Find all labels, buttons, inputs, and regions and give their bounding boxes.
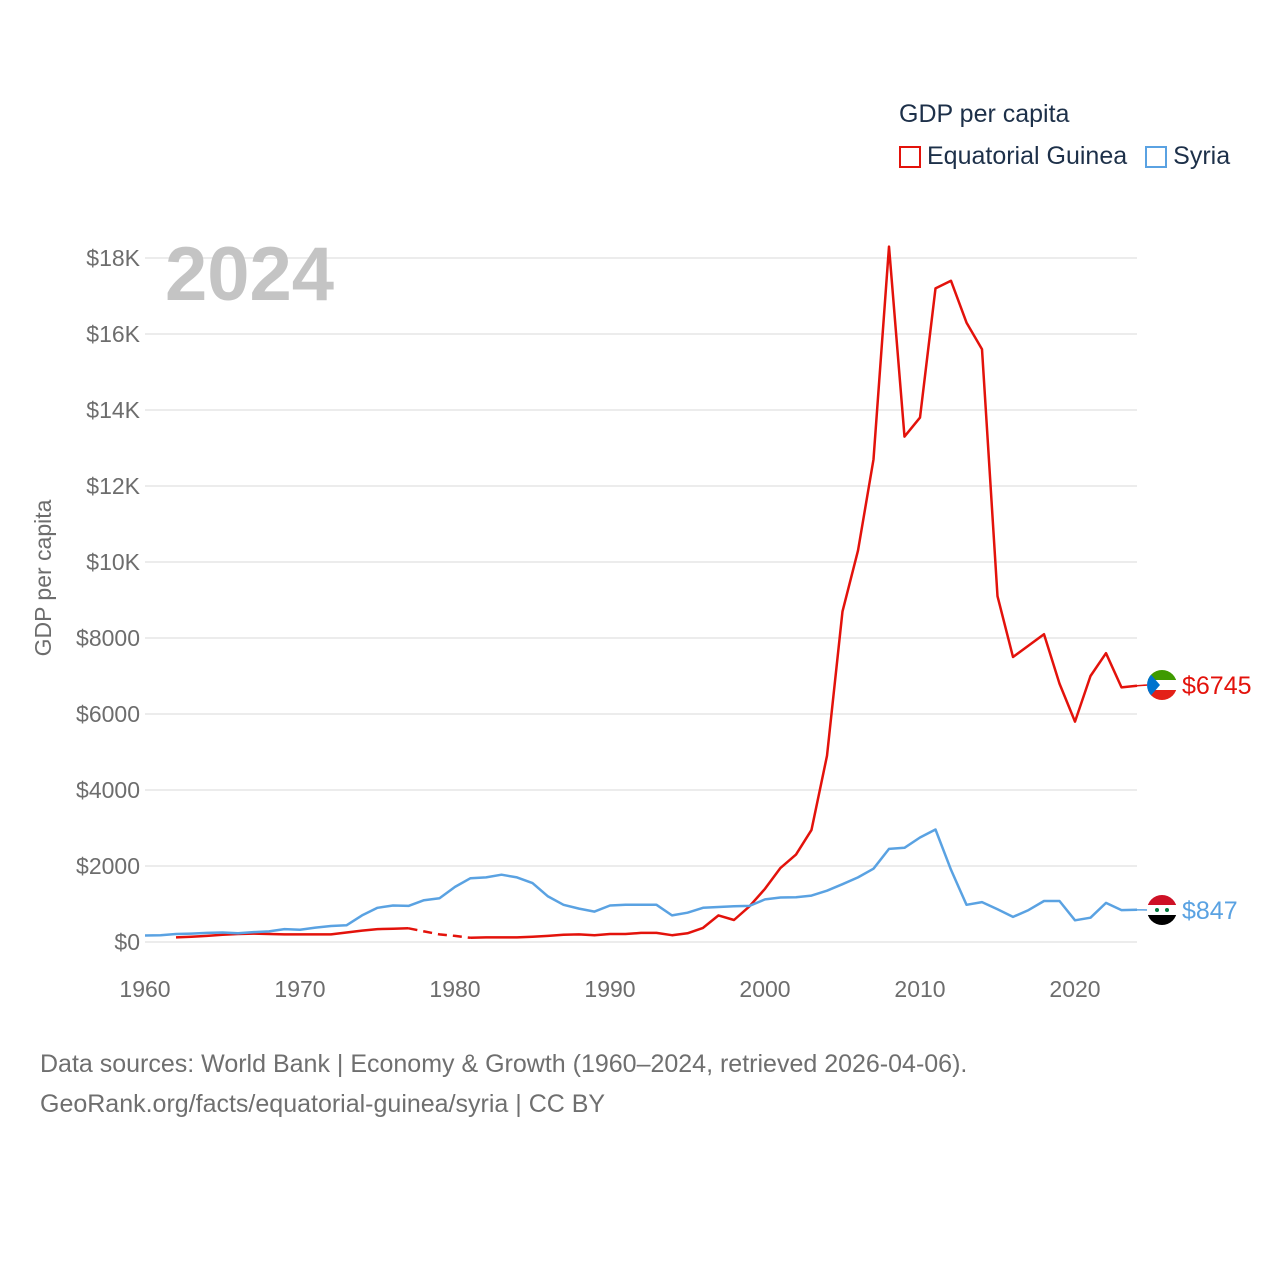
x-tick-label: 1980: [429, 976, 480, 1002]
legend-item-syria[interactable]: Syria: [1145, 142, 1230, 171]
series-lines: [144, 245, 1138, 940]
x-tick-label: 2020: [1049, 976, 1100, 1002]
footer: Data sources: World Bank | Economy & Gro…: [40, 1044, 967, 1124]
year-label: 2024: [165, 232, 334, 317]
syria-flag-icon: [1147, 895, 1177, 925]
y-axis-label: GDP per capita: [30, 499, 56, 656]
legend-label: Equatorial Guinea: [927, 142, 1128, 170]
end-connector: [1136, 684, 1149, 687]
y-tick-label: $18K: [86, 245, 140, 271]
y-tick-label: $6000: [76, 701, 140, 727]
legend-swatch-equatorial-guinea: [899, 145, 921, 168]
legend-swatch-syria: [1145, 145, 1168, 168]
x-tick-label: 1970: [274, 976, 325, 1002]
end-value-label: $847: [1182, 897, 1238, 925]
x-tick-label: 2000: [739, 976, 790, 1002]
source-link[interactable]: GeoRank.org/facts/equatorial-guinea/syri…: [40, 1090, 606, 1118]
x-tick-label: 2010: [894, 976, 945, 1002]
series-line-syria[interactable]: [144, 828, 1138, 937]
y-axis-ticks: $0 $2000 $4000 $6000 $8000 $10K $12K $14K $16K $1…: [76, 245, 141, 955]
legend-title: GDP per capita: [899, 100, 1070, 128]
end-labels: $6745 $847: [1136, 670, 1252, 925]
equatorial-guinea-flag-icon: [1147, 670, 1177, 700]
legend-item-equatorial-guinea[interactable]: Equatorial Guinea: [899, 142, 1127, 171]
y-tick-label: $12K: [86, 473, 140, 499]
end-value-label: $6745: [1182, 672, 1252, 700]
y-tick-label: $4000: [76, 777, 140, 803]
x-axis-ticks: 1960 1970 1980 1990 2000 2010 2020: [119, 976, 1100, 1002]
x-tick-label: 1960: [119, 976, 170, 1002]
y-tick-label: $14K: [86, 397, 140, 423]
y-tick-label: $0: [114, 929, 140, 955]
y-tick-label: $10K: [86, 549, 140, 575]
legend: Equatorial Guinea Syria: [899, 142, 1248, 171]
series-gap-line: [408, 927, 471, 940]
series-line-equatorial-guinea[interactable]: [470, 245, 1138, 940]
y-tick-label: $16K: [86, 321, 140, 347]
y-tick-label: $8000: [76, 625, 140, 651]
series-line-equatorial-guinea[interactable]: [175, 927, 409, 939]
legend-label: Syria: [1173, 142, 1231, 170]
y-tick-label: $2000: [76, 853, 140, 879]
data-sources-text: Data sources: World Bank | Economy & Gro…: [40, 1050, 968, 1078]
grid-lines: [145, 257, 1137, 943]
x-tick-label: 1990: [584, 976, 635, 1002]
